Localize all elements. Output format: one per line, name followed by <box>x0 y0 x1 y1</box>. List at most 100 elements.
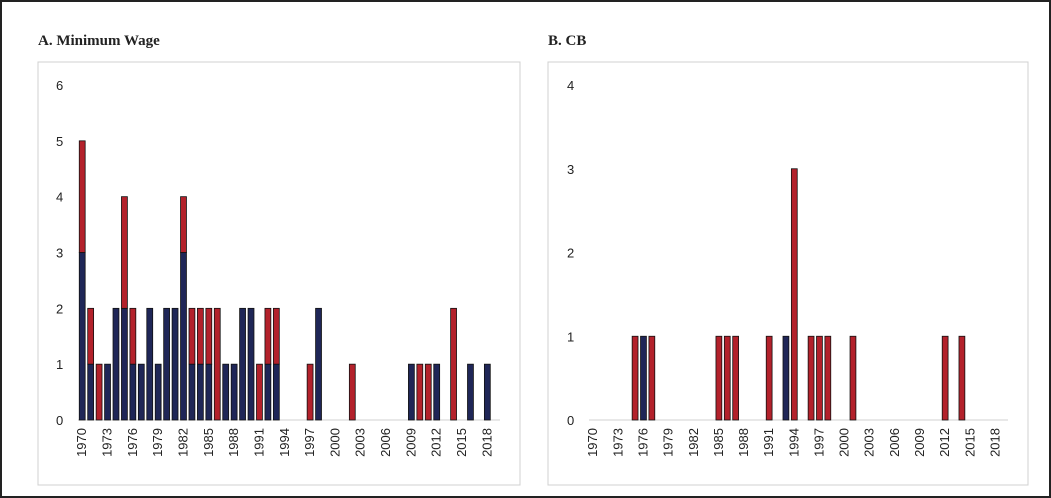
bar-segment <box>941 335 949 421</box>
y-tick-label: 2 <box>56 301 63 316</box>
x-tick-label: 2003 <box>353 428 368 457</box>
y-tick-label: 0 <box>56 413 63 428</box>
bar-segment <box>807 335 815 421</box>
y-tick-label: 3 <box>567 162 574 177</box>
bar-segment <box>205 363 213 421</box>
panel-title: A. Minimum Wage <box>38 33 160 49</box>
x-tick-label: 1994 <box>277 428 292 457</box>
bar-segment <box>137 363 145 421</box>
x-tick-label: 2015 <box>962 428 977 457</box>
bar-segment <box>121 307 128 421</box>
x-tick-label: 1982 <box>686 428 701 457</box>
bar-segment <box>154 363 162 421</box>
bar-segment <box>230 363 238 421</box>
y-tick-label: 2 <box>567 246 574 261</box>
x-tick-label: 2012 <box>937 428 952 457</box>
x-tick-label: 1970 <box>585 428 600 457</box>
bar-segment <box>104 363 111 421</box>
bar-segment <box>348 363 356 421</box>
x-tick-label: 2018 <box>987 428 1002 457</box>
x-tick-label: 1970 <box>74 428 89 457</box>
x-tick-label: 2015 <box>454 428 469 457</box>
x-tick-label: 1973 <box>100 428 115 457</box>
x-tick-label: 1985 <box>201 428 216 457</box>
y-tick-label: 6 <box>56 78 63 93</box>
bar-segment <box>640 335 647 421</box>
x-tick-label: 1985 <box>711 428 726 457</box>
plot-box <box>547 61 1029 486</box>
panel-b: B. CB 0 1 2 3 4 1970 1973 1976 1979 1982 1985 1988 1… <box>547 33 1029 486</box>
bar-segment <box>213 307 221 421</box>
x-tick-label: 1979 <box>661 428 676 457</box>
bar-segment <box>129 363 137 421</box>
bar-segment <box>715 335 723 421</box>
bar-segment <box>424 363 432 421</box>
x-tick-label: 2018 <box>479 428 494 457</box>
bar-segment <box>648 335 656 421</box>
bar-segment <box>188 363 196 421</box>
bar-segment <box>849 335 857 421</box>
y-tick-label: 1 <box>567 329 574 344</box>
bar-segment <box>121 196 128 309</box>
bar-segment <box>205 307 213 365</box>
bar-segment <box>408 363 415 421</box>
bar-segment <box>180 252 187 421</box>
x-tick-label: 1997 <box>811 428 826 457</box>
bar-segment <box>306 363 314 421</box>
bar-segment <box>256 363 263 421</box>
bar-segment <box>87 307 95 365</box>
y-tick-label: 4 <box>567 78 574 93</box>
x-tick-label: 2000 <box>327 428 342 457</box>
bar-segment <box>723 335 731 421</box>
x-tick-label: 1988 <box>226 428 241 457</box>
bar-segment <box>197 307 204 365</box>
bar-segment <box>272 363 280 421</box>
bar-segment <box>222 363 230 421</box>
y-tick-label: 4 <box>56 190 63 205</box>
x-tick-label: 2012 <box>429 428 444 457</box>
bar-segment <box>171 307 179 421</box>
x-tick-label: 1979 <box>150 428 165 457</box>
bar-segment <box>239 307 246 421</box>
x-tick-label: 1997 <box>302 428 317 457</box>
bar-segment <box>197 363 204 421</box>
y-tick-label: 0 <box>567 413 574 428</box>
bar-segment <box>78 252 86 421</box>
x-tick-label: 1973 <box>610 428 625 457</box>
bar-segment <box>958 335 966 421</box>
x-tick-label: 2006 <box>887 428 902 457</box>
x-tick-label: 1994 <box>786 428 801 457</box>
bar-segment <box>816 335 823 421</box>
bar-segment <box>416 363 424 421</box>
x-tick-label: 1976 <box>125 428 140 457</box>
x-tick-label: 2003 <box>862 428 877 457</box>
bar-segment <box>467 363 474 421</box>
bar-segment <box>272 307 280 365</box>
bar-segment <box>78 140 86 253</box>
x-tick-label: 2000 <box>837 428 852 457</box>
bar-segment <box>163 307 170 421</box>
y-tick-label: 3 <box>56 246 63 261</box>
y-tick-label: 1 <box>56 357 63 372</box>
bar-segment <box>732 335 739 421</box>
bar-segment <box>782 335 790 421</box>
panel-title: B. CB <box>548 33 586 49</box>
bar-segment <box>264 307 272 365</box>
plot-box <box>37 61 521 486</box>
bar-segment <box>765 335 773 421</box>
bar-segment <box>188 307 196 365</box>
bar-segment <box>146 307 154 421</box>
bar-segment <box>87 363 95 421</box>
bar-segment <box>824 335 832 421</box>
bar-segment <box>112 307 120 421</box>
x-tick-label: 1982 <box>176 428 191 457</box>
x-tick-label: 1991 <box>251 428 266 457</box>
x-tick-label: 2009 <box>403 428 418 457</box>
x-tick-label: 1991 <box>761 428 776 457</box>
bar-segment <box>247 307 255 421</box>
bar-segment <box>433 363 441 421</box>
x-tick-label: 2006 <box>378 428 393 457</box>
bar-segment <box>129 307 137 365</box>
